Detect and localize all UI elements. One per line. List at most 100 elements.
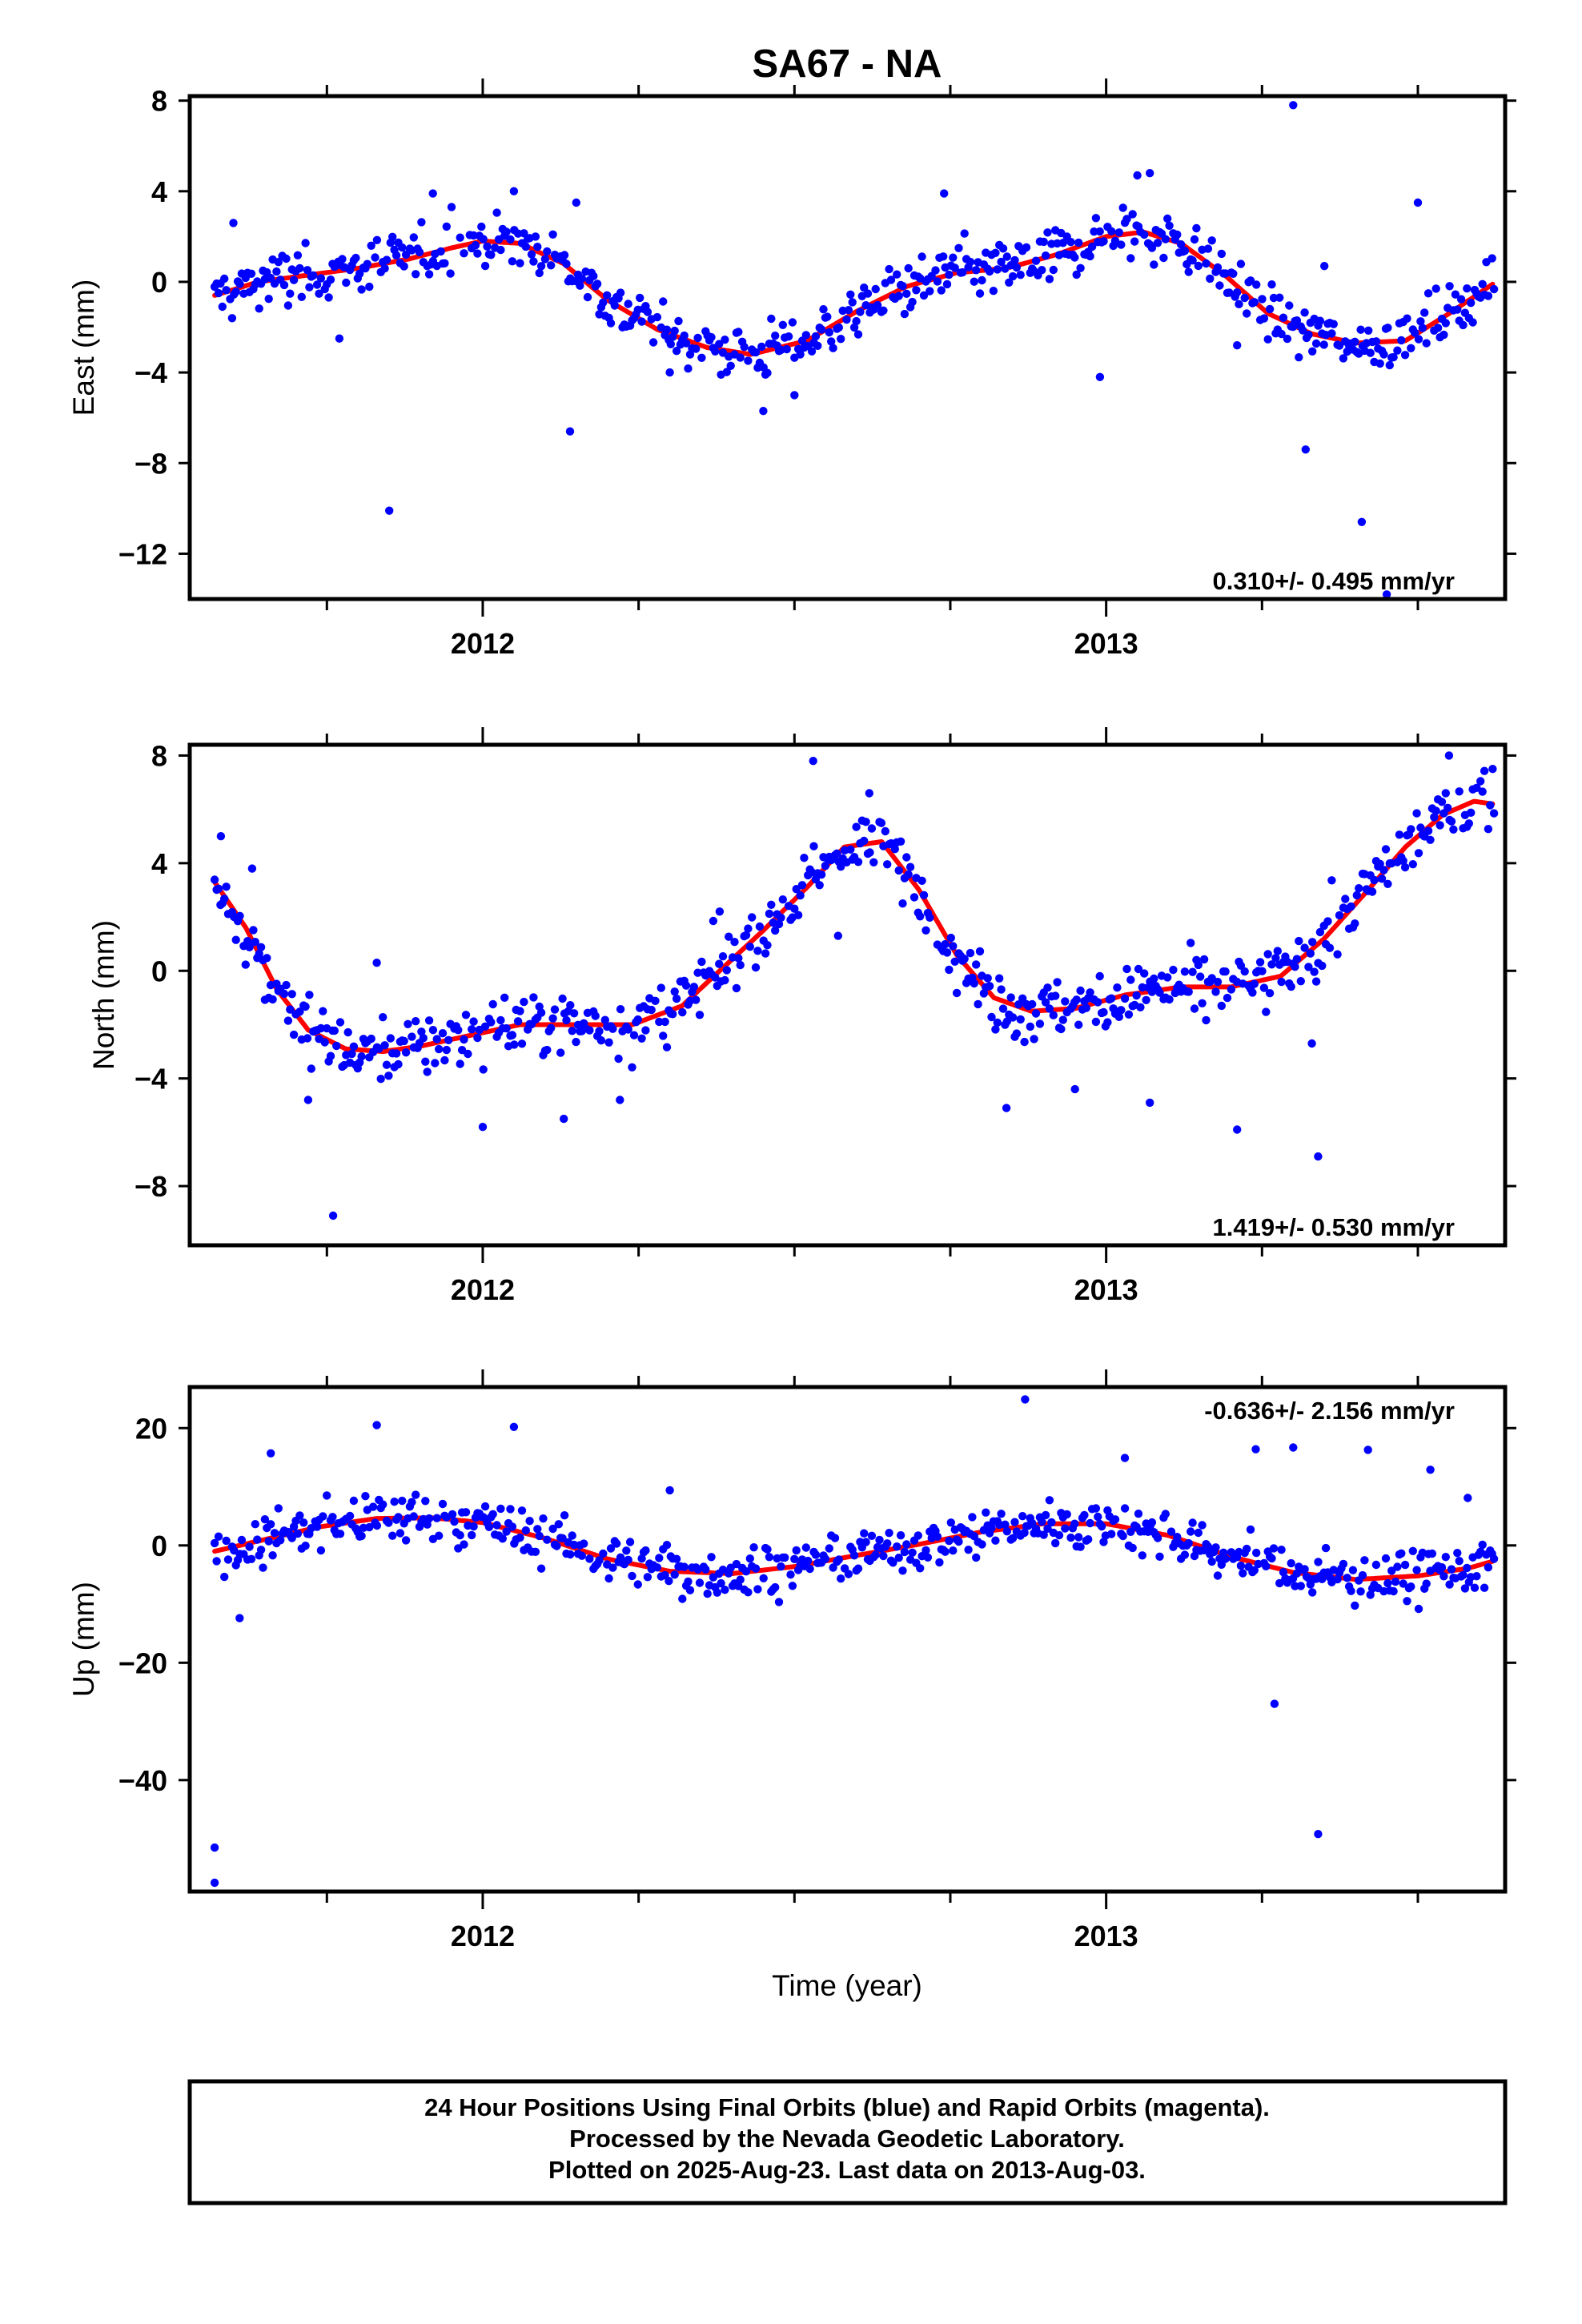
y-tick-label: −4: [135, 1063, 167, 1096]
data-point: [316, 1023, 326, 1033]
data-point: [1447, 817, 1456, 826]
data-point: [1381, 845, 1391, 854]
data-point: [861, 1538, 870, 1546]
data-point: [1041, 251, 1050, 260]
panel-east-frame: [187, 94, 1508, 601]
data-point: [516, 259, 524, 267]
data-point: [287, 1534, 296, 1542]
panel-up-points: [210, 1395, 1499, 1888]
data-point: [1198, 999, 1207, 1008]
data-point: [777, 1562, 785, 1571]
data-point: [424, 1016, 434, 1025]
data-point: [1002, 1527, 1012, 1536]
data-point: [997, 1510, 1006, 1518]
panel-east-rate: 0.310+/- 0.495 mm/yr: [1213, 567, 1455, 595]
data-point: [260, 1515, 270, 1524]
data-point: [1463, 284, 1472, 293]
data-point: [498, 1534, 507, 1543]
data-point: [993, 1018, 1002, 1027]
data-point: [844, 1570, 853, 1578]
data-point: [622, 1546, 631, 1555]
data-point: [1460, 1584, 1470, 1593]
data-point: [345, 1511, 355, 1521]
data-point: [648, 338, 658, 347]
data-point: [647, 1005, 656, 1015]
data-point: [1062, 1510, 1071, 1519]
data-point: [606, 1544, 616, 1553]
y-tick-label: −40: [118, 1764, 167, 1797]
data-point: [923, 1553, 933, 1562]
data-point: [1018, 1512, 1027, 1521]
data-point: [1435, 821, 1444, 830]
data-point: [821, 1554, 830, 1563]
data-point: [1002, 1017, 1012, 1026]
data-point: [259, 1563, 267, 1572]
data-point: [1453, 305, 1462, 314]
data-point: [753, 1585, 762, 1594]
data-point: [665, 1577, 673, 1586]
data-point: [473, 1033, 482, 1043]
data-point: [987, 1012, 996, 1022]
data-point: [713, 1588, 721, 1597]
data-point: [879, 1551, 888, 1561]
data-point: [883, 860, 892, 869]
data-point: [993, 265, 1002, 274]
data-point: [1038, 1518, 1046, 1526]
data-point: [525, 1517, 534, 1526]
data-point: [1423, 289, 1433, 298]
data-point: [349, 1042, 359, 1051]
data-point: [1215, 281, 1224, 290]
data-point: [543, 1535, 552, 1544]
data-point: [608, 1024, 617, 1033]
data-point: [1026, 1022, 1035, 1031]
data-point: [1155, 988, 1164, 997]
data-point: [301, 1002, 310, 1011]
data-point: [210, 875, 219, 884]
data-point: [801, 1543, 810, 1552]
data-point: [1221, 1554, 1230, 1563]
data-point: [368, 1502, 378, 1511]
data-point: [1366, 1590, 1375, 1599]
data-point: [684, 364, 693, 373]
data-point: [1377, 875, 1387, 883]
data-point: [249, 926, 258, 935]
data-point: [1020, 1037, 1029, 1047]
data-point: [231, 935, 240, 944]
data-point: [1306, 949, 1315, 958]
data-point: [1480, 766, 1489, 775]
outlier-point: [1002, 1104, 1011, 1112]
data-point: [781, 1553, 789, 1562]
data-point: [935, 1558, 944, 1567]
data-point: [877, 818, 886, 827]
x-tick-label: 2012: [451, 1273, 515, 1306]
data-point: [263, 954, 271, 963]
data-point: [1176, 240, 1186, 249]
data-point: [1314, 1558, 1323, 1566]
data-point: [435, 1044, 444, 1054]
data-point: [274, 1504, 283, 1513]
data-point: [492, 208, 501, 217]
data-point: [1074, 238, 1083, 247]
data-point: [1155, 1552, 1164, 1562]
data-point: [268, 995, 277, 1004]
data-point: [1136, 1003, 1145, 1012]
data-point: [1130, 237, 1139, 246]
data-point: [1351, 919, 1359, 928]
data-point: [1126, 1527, 1135, 1537]
data-point: [568, 1531, 576, 1540]
data-point: [740, 343, 749, 352]
data-point: [1310, 967, 1319, 976]
outlier-point: [1146, 1098, 1154, 1108]
data-point: [1095, 227, 1104, 236]
data-point: [1198, 1521, 1207, 1530]
data-point: [323, 1491, 331, 1500]
data-point: [319, 1007, 327, 1015]
data-point: [1240, 967, 1249, 976]
data-point: [1291, 963, 1299, 971]
data-point: [456, 1059, 464, 1068]
data-point: [1058, 239, 1068, 247]
data-point: [1147, 1518, 1157, 1527]
data-point: [972, 960, 981, 969]
data-point: [894, 866, 903, 875]
data-point: [1202, 1015, 1211, 1025]
